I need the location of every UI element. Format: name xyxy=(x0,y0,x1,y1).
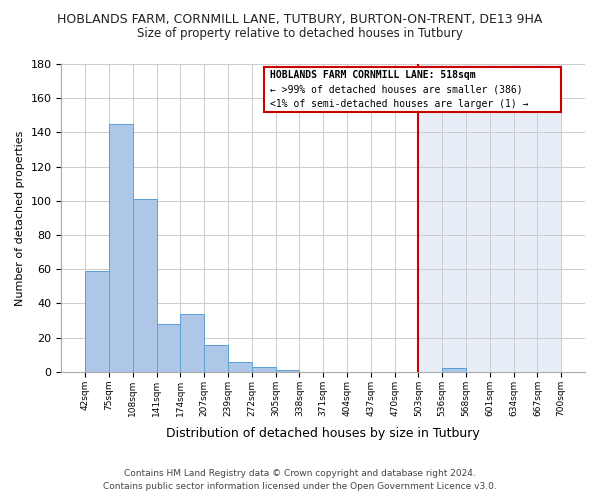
Y-axis label: Number of detached properties: Number of detached properties xyxy=(15,130,25,306)
Bar xyxy=(252,366,275,372)
FancyBboxPatch shape xyxy=(264,68,561,112)
Bar xyxy=(133,199,157,372)
Text: ← >99% of detached houses are smaller (386): ← >99% of detached houses are smaller (3… xyxy=(269,84,522,94)
Bar xyxy=(442,368,466,372)
Bar xyxy=(418,64,561,372)
Bar xyxy=(157,324,181,372)
Text: HOBLANDS FARM, CORNMILL LANE, TUTBURY, BURTON-ON-TRENT, DE13 9HA: HOBLANDS FARM, CORNMILL LANE, TUTBURY, B… xyxy=(58,12,542,26)
Text: Contains HM Land Registry data © Crown copyright and database right 2024.
Contai: Contains HM Land Registry data © Crown c… xyxy=(103,469,497,491)
X-axis label: Distribution of detached houses by size in Tutbury: Distribution of detached houses by size … xyxy=(166,427,480,440)
Bar xyxy=(228,362,252,372)
Text: <1% of semi-detached houses are larger (1) →: <1% of semi-detached houses are larger (… xyxy=(269,99,528,109)
Bar xyxy=(204,344,228,372)
Bar xyxy=(275,370,299,372)
Bar xyxy=(85,271,109,372)
Text: HOBLANDS FARM CORNMILL LANE: 518sqm: HOBLANDS FARM CORNMILL LANE: 518sqm xyxy=(269,70,475,80)
Bar xyxy=(109,124,133,372)
Bar xyxy=(181,314,204,372)
Text: Size of property relative to detached houses in Tutbury: Size of property relative to detached ho… xyxy=(137,28,463,40)
